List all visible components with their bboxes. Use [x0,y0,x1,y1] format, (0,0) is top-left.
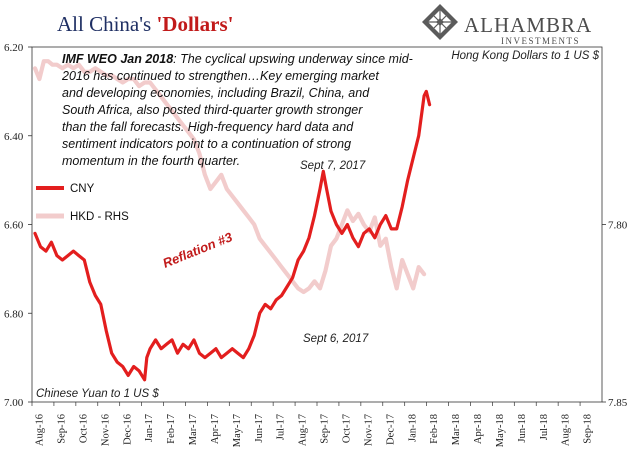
right-axis: 7.80 7.85 [602,220,628,409]
quote-line-7: momentum in the fourth quarter. [62,154,240,168]
x-tick-label: Nov-16 [100,414,111,446]
left-axis: 6.20 6.40 6.60 6.80 7.00 [4,42,32,409]
series-line-hkd [32,59,427,295]
right-axis-label: Hong Kong Dollars to 1 US $ [451,50,599,62]
x-tick-label: Aug-17 [298,414,309,446]
x-tick-label: May-18 [495,414,506,447]
x-tick-label: Feb-18 [429,414,440,444]
x-tick-label: Aug-16 [35,414,46,446]
left-axis-label: Chinese Yuan to 1 US $ [36,388,159,400]
title-accent: 'Dollars' [156,12,233,36]
annotation-sept6: Sept 6, 2017 [303,333,369,345]
quote-line-1-text: : The cyclical upswing underway since mi… [173,52,413,66]
logo-sub: INVESTMENTS [501,36,580,46]
x-tick-label: Apr-18 [473,414,484,444]
x-tick-label: Mar-17 [188,414,199,445]
alhambra-logo: ALHAMBRA INVESTMENTS [422,4,592,46]
imf-quote: IMF WEO Jan 2018: The cyclical upswing u… [61,52,413,168]
quote-line-1: IMF WEO Jan 2018: The cyclical upswing u… [62,52,413,66]
x-tick-label: Aug-18 [561,414,572,446]
x-tick-label: Dec-16 [122,414,133,445]
quote-source: IMF WEO Jan 2018 [62,52,173,66]
left-tick-label: 6.20 [4,42,24,54]
left-tick-label: 6.60 [4,220,24,232]
quote-line-5: than the fall forecasts. High-frequency … [62,120,354,134]
left-tick-label: 6.80 [4,308,24,320]
x-tick-label: Mar-18 [451,414,462,445]
x-tick-label: May-17 [232,414,243,447]
right-tick-label: 7.80 [608,220,628,232]
x-tick-label: Jan-18 [407,414,418,442]
x-tick-label: Oct-17 [342,414,353,443]
legend-label-hkd: HKD - RHS [70,211,129,223]
x-axis: Aug-16 Sep-16 Oct-16 Nov-16 Dec-16 Jan-17 Feb-… [31,402,594,447]
right-tick-label: 7.85 [608,397,628,409]
x-tick-label: Oct-16 [78,414,89,443]
logo-name: ALHAMBRA [464,13,592,37]
series-line-cny [33,89,432,382]
title-main: All China's [57,12,156,36]
x-tick-label: Dec-17 [385,414,396,445]
x-tick-label: Jul-17 [276,414,287,440]
legend: CNY HKD - RHS [36,183,129,223]
left-tick-label: 7.00 [4,397,24,409]
plot-frame [31,46,603,403]
quote-line-4: South Africa, also posted third-quarter … [62,103,363,117]
x-tick-label: Apr-17 [210,414,221,444]
quote-line-3: and developing economies, including Braz… [62,86,370,100]
annotation-reflation: Reflation #3 [161,229,236,271]
x-tick-label: Jan-17 [144,414,155,442]
x-tick-label: Feb-17 [166,414,177,444]
x-tick-label: Jun-18 [517,414,528,443]
chart-title: All China's 'Dollars' [57,12,233,36]
x-tick-label: Sep-17 [320,414,331,444]
x-tick-label: Sep-16 [57,414,68,444]
x-tick-label: Sep-18 [583,414,594,444]
series-layer [32,59,432,382]
x-tick-label: Jul-18 [539,414,550,440]
quote-line-2: 2016 has continued to strengthen…Key eme… [61,69,379,83]
x-tick-label: Nov-17 [363,414,374,446]
x-tick-label: Jun-17 [254,414,265,443]
left-tick-label: 6.40 [4,131,24,143]
quote-line-6: sentiment indicators point to a continua… [62,137,351,151]
legend-label-cny: CNY [70,183,95,195]
annotation-sept7: Sept 7, 2017 [300,160,366,172]
diamond-lattice-logo-icon [422,4,458,40]
